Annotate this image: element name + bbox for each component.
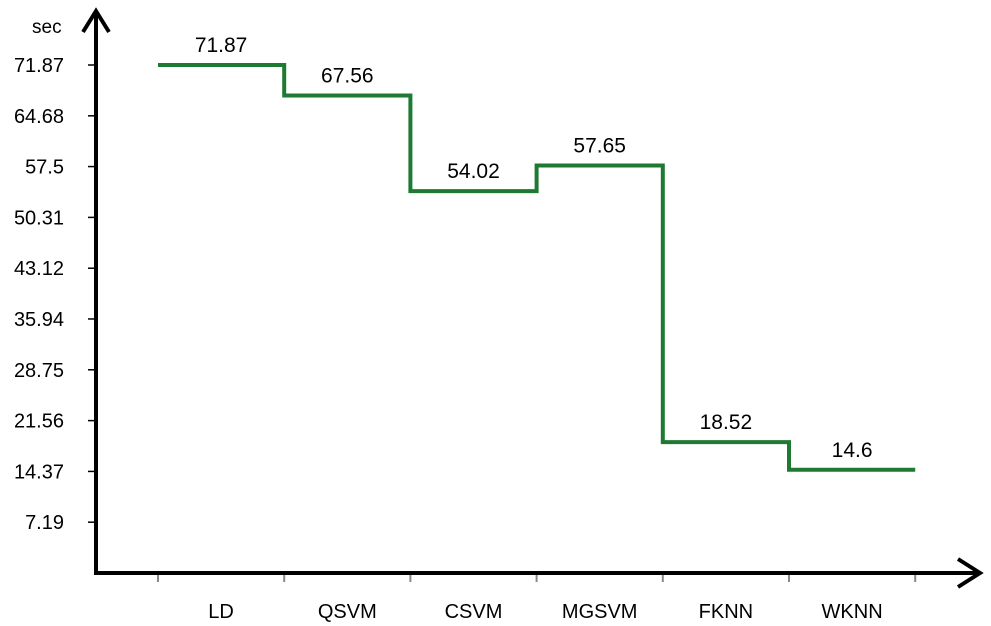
data-value-label: 57.65 (573, 135, 626, 158)
y-tick-label: 21.56 (14, 411, 64, 433)
x-category-label: WKNN (822, 601, 883, 623)
data-labels: 71.87 67.56 54.02 57.65 18.52 14.6 (195, 34, 873, 462)
x-axis-ticks: LD QSVM CSVM MGSVM FKNN WKNN (157, 573, 917, 623)
y-tick-label: 50.31 (14, 207, 64, 229)
y-tick-label: 57.5 (25, 157, 64, 179)
data-value-label: 71.87 (195, 34, 248, 57)
y-axis-unit-label: sec (32, 17, 62, 38)
data-value-label: 18.52 (700, 411, 753, 434)
y-tick-label: 35.94 (14, 309, 64, 331)
x-axis-arrowhead (956, 557, 984, 589)
x-category-label: CSVM (445, 601, 503, 623)
data-value-label: 14.6 (832, 439, 873, 462)
y-tick-label: 14.37 (14, 461, 64, 483)
y-tick-label: 43.12 (14, 258, 64, 280)
x-category-label: FKNN (699, 601, 753, 623)
y-axis-arrowhead (81, 7, 111, 34)
series-step-line (158, 63, 916, 472)
y-tick-label: 71.87 (14, 55, 64, 77)
y-tick-label: 7.19 (25, 512, 64, 534)
y-tick-label: 28.75 (14, 360, 64, 382)
y-axis-ticks: 71.87 64.68 57.5 50.31 43.12 35.94 28.75 21.56 1… (14, 55, 96, 534)
data-value-label: 54.02 (447, 160, 500, 183)
x-category-label: MGSVM (562, 601, 638, 623)
x-category-label: QSVM (318, 601, 377, 623)
x-category-label: LD (208, 601, 234, 623)
y-tick-label: 64.68 (14, 106, 64, 128)
data-value-label: 67.56 (321, 64, 374, 87)
axes (81, 7, 984, 589)
